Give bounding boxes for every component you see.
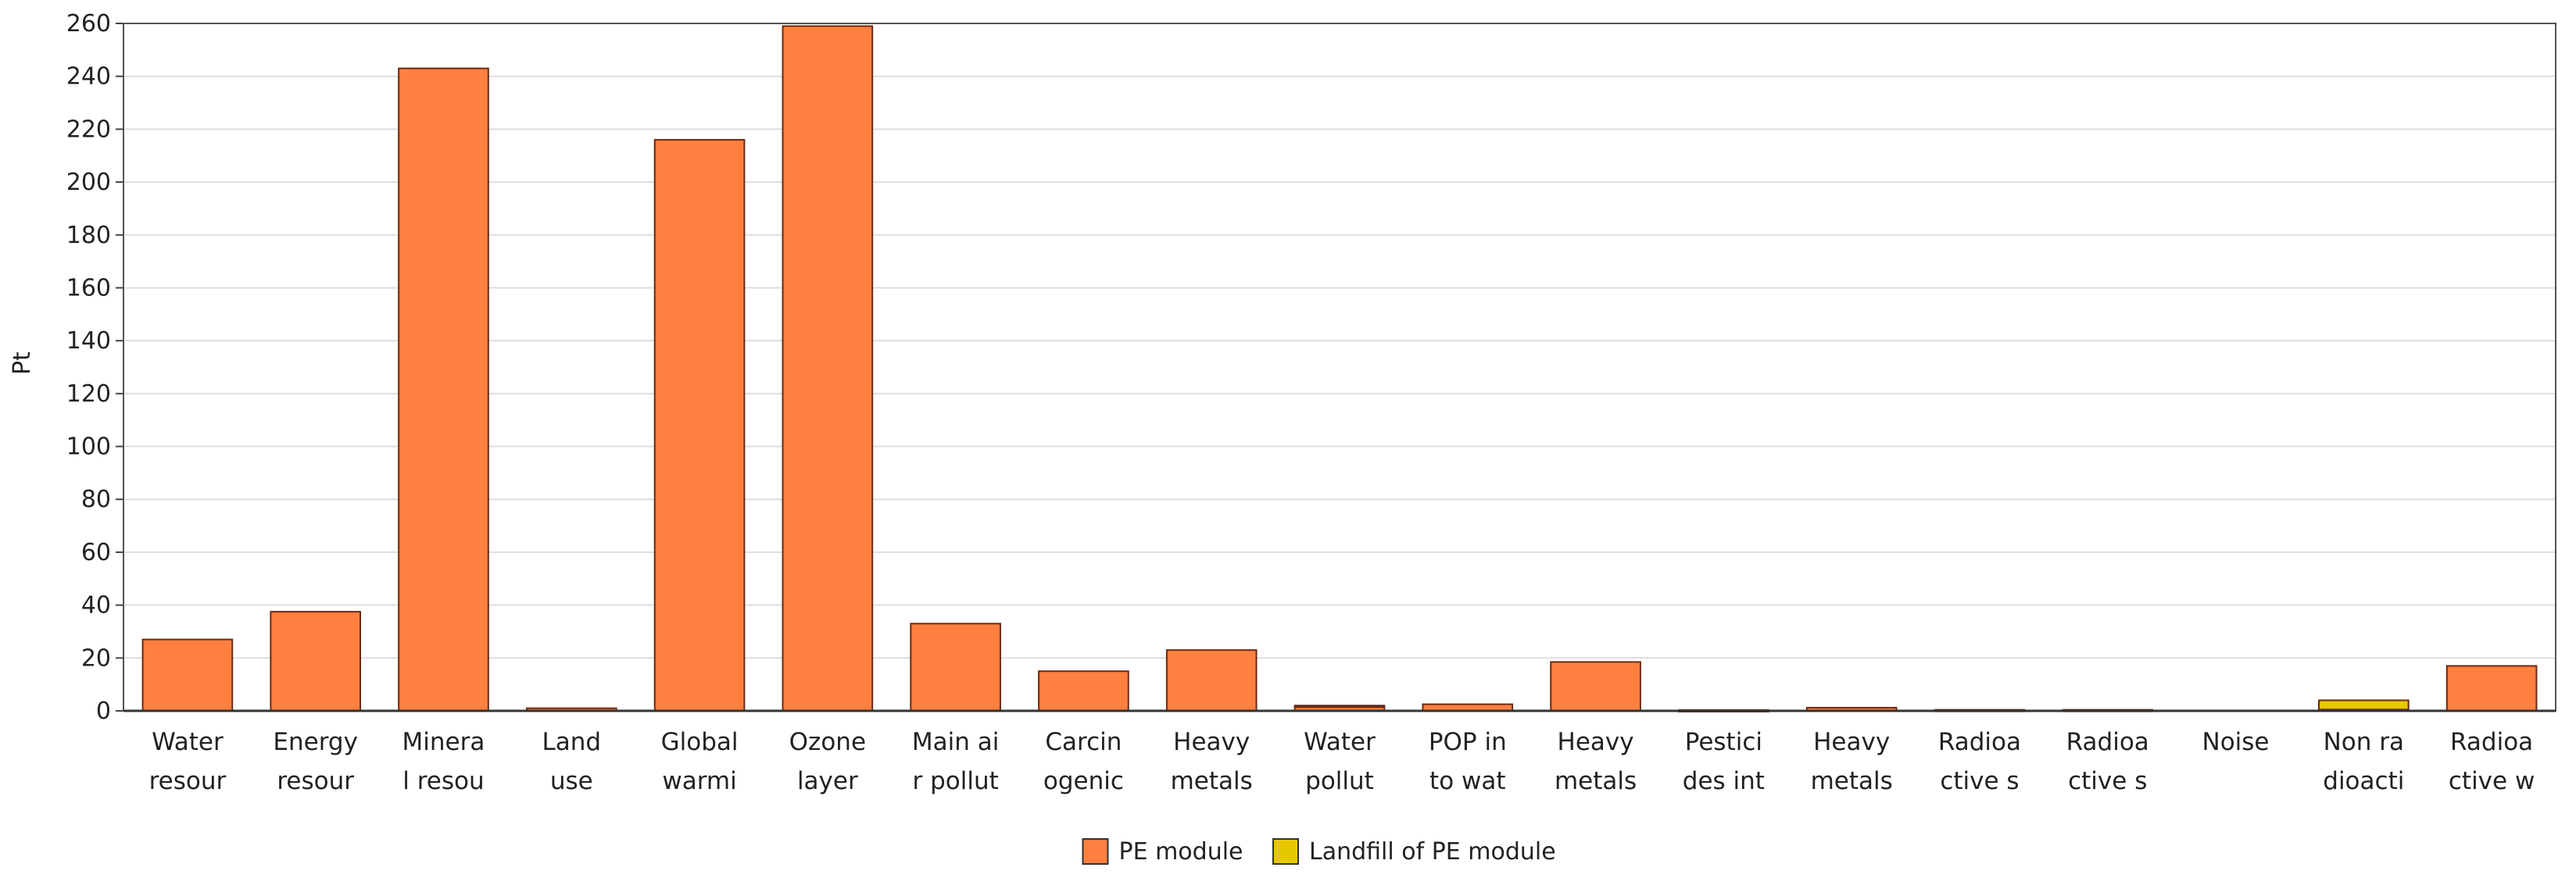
x-tick-label: Heavy [1173,728,1250,756]
x-tick-label: Land [542,728,601,756]
x-tick-label: Non ra [2324,728,2404,756]
x-tick-label: metals [1811,767,1893,795]
x-tick-label: layer [797,767,858,795]
x-tick-label: Carcin [1045,728,1122,756]
x-tick-label: Radioa [1938,728,2021,756]
y-tick-label: 180 [66,222,111,249]
x-tick-label: metals [1555,767,1637,795]
x-tick-label: dioacti [2323,767,2404,795]
x-tick-label: Global [661,728,739,756]
y-tick-label: 0 [96,698,111,725]
x-tick-label: Noise [2202,728,2270,756]
bar-pe-module [910,623,1001,712]
x-tick-label: use [550,767,593,795]
y-axis-label: Pt [9,352,36,375]
y-tick-label: 120 [66,380,111,408]
x-tick-label: resour [149,767,227,795]
y-tick-label: 20 [81,644,111,672]
x-tick-label: to wat [1429,767,1505,795]
legend: PE module Landfill of PE module [1082,838,1556,866]
x-tick-label: Heavy [1813,728,1890,756]
x-tick-label: Heavy [1558,728,1634,756]
x-tick-label: Ozone [789,728,866,756]
bar-pe-module [782,25,874,712]
legend-label: PE module [1119,838,1243,866]
bar-pe-module [2445,665,2538,712]
bar-landfill-pe-module [2317,699,2410,711]
y-tick-labels: 0 20 40 60 80 100 120 140 160 180 200 220 240 260 [66,10,111,725]
x-tick-label: pollut [1305,767,1374,795]
x-tick-label: ctive w [2449,767,2535,795]
x-tick-label: POP in [1429,728,1507,756]
x-tick-label: resour [277,767,354,795]
x-tick-label: metals [1171,767,1253,795]
bars [141,25,2538,712]
x-tick-label: l resou [402,767,484,795]
y-tick-label: 220 [66,116,111,143]
bar-pe-module [270,611,362,712]
legend-swatch [1082,838,1109,865]
bar-pe-module [141,638,234,712]
bar-pe-module [1165,649,1258,712]
bar-pe-module [1550,661,1641,712]
bar-pe-module [398,67,489,712]
x-tick-label: Radioa [2066,728,2149,756]
y-tick-label: 160 [66,274,111,302]
x-tick-label: ogenic [1043,767,1124,795]
bar-pe-module [653,138,746,712]
x-tick-label: Minera [402,728,485,756]
y-tick-label: 100 [66,434,111,461]
axes [116,23,2556,712]
x-tick-label: Pestici [1685,728,1762,756]
y-tick-label: 40 [81,592,111,619]
x-tick-label: Water [1304,728,1376,756]
x-tick-labels: Water resour Energy resour Minera l resou Land… [149,728,2535,795]
y-tick-label: 200 [66,169,111,196]
y-tick-label: 260 [66,10,111,37]
x-tick-label: Energy [273,728,358,756]
y-tick-label: 140 [66,327,111,355]
y-tick-label: 240 [66,63,111,91]
x-tick-label: Main ai [912,728,999,756]
x-tick-label: warmi [662,767,736,795]
x-tick-label: ctive s [1940,767,2019,795]
x-tick-label: Water [152,728,224,756]
legend-label: Landfill of PE module [1309,838,1556,866]
y-tick-label: 80 [81,486,111,513]
x-tick-label: ctive s [2068,767,2147,795]
bar-landfill-pe-module [1293,705,1386,709]
y-tick-label: 60 [81,539,111,566]
x-tick-label: r pollut [912,767,998,795]
x-tick-label: Radioa [2450,728,2533,756]
bar-pe-module [1038,670,1129,712]
legend-swatch [1272,838,1299,865]
x-tick-label: des int [1683,767,1765,795]
